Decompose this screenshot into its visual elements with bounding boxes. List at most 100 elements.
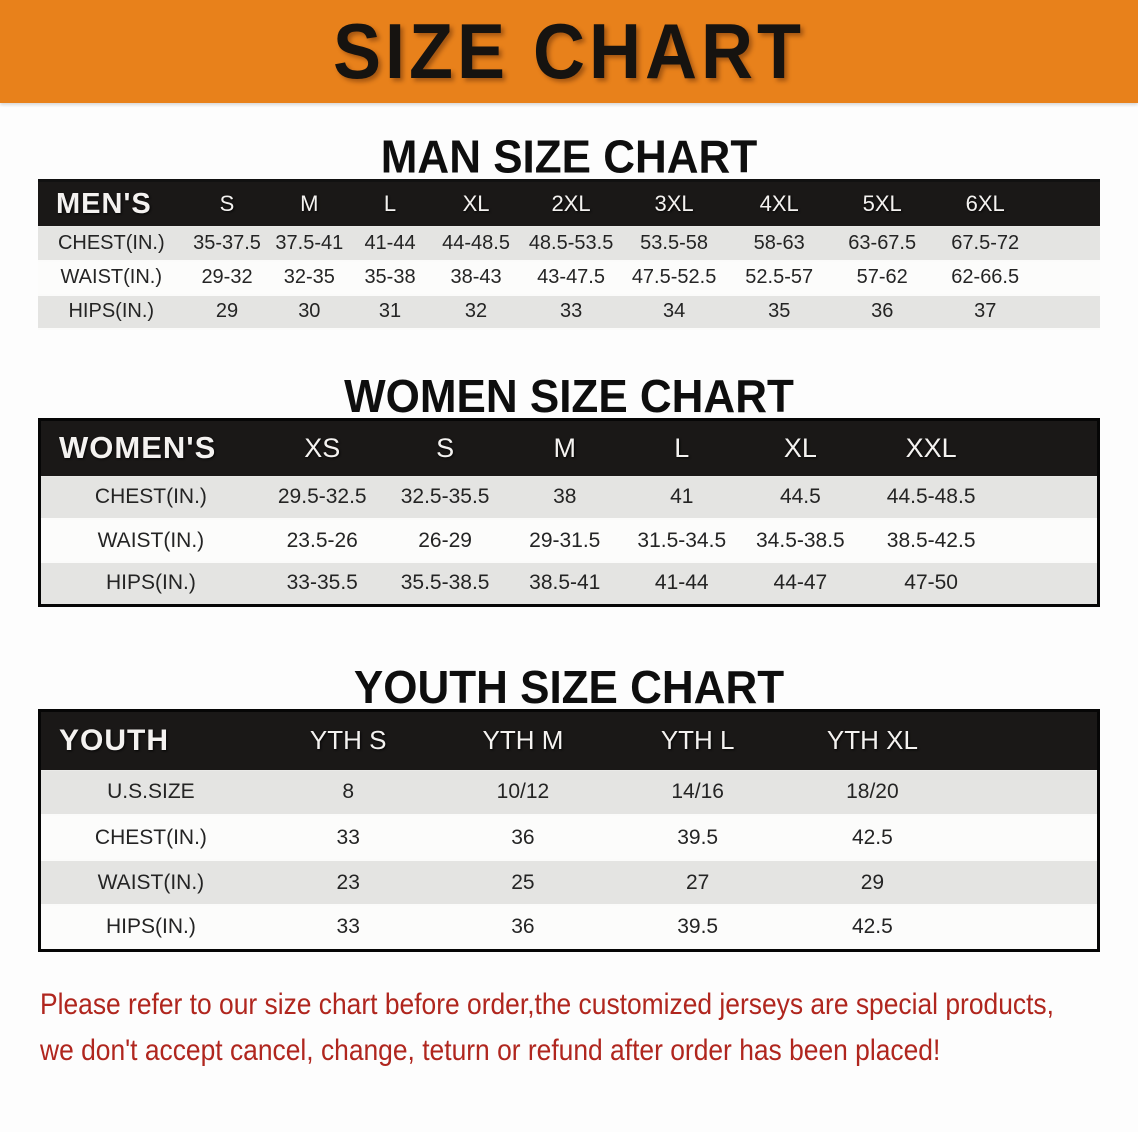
value-cell: 33-35.5 bbox=[260, 561, 384, 606]
row-label-cell: CHEST(IN.) bbox=[38, 226, 185, 262]
value-cell: 37.5-41 bbox=[269, 226, 350, 262]
value-cell: 34.5-38.5 bbox=[740, 518, 861, 563]
disclaimer-note: Please refer to our size chart before or… bbox=[40, 982, 1138, 1075]
size-column-header: 6XL bbox=[933, 180, 1038, 227]
youth-section-heading: YOUTH SIZE CHART bbox=[353, 661, 785, 714]
value-cell: 53.5-58 bbox=[620, 226, 728, 262]
size-column-header: M bbox=[506, 419, 623, 476]
spacer-cell bbox=[959, 769, 1099, 816]
value-cell: 41 bbox=[623, 475, 741, 520]
spacer-cell bbox=[959, 859, 1099, 906]
value-cell: 44.5 bbox=[740, 475, 861, 520]
spacer-cell bbox=[959, 710, 1099, 770]
value-cell: 44-48.5 bbox=[430, 226, 522, 262]
table-row: HIPS(IN.) 29 30 31 32 33 34 35 36 37 bbox=[38, 294, 1100, 330]
spacer-cell bbox=[959, 904, 1099, 951]
value-cell: 36 bbox=[831, 294, 934, 330]
disclaimer-line-1: Please refer to our size chart before or… bbox=[40, 987, 1054, 1021]
size-column-header: XL bbox=[430, 180, 522, 227]
size-column-header: 3XL bbox=[620, 180, 728, 227]
size-column-header: S bbox=[383, 419, 507, 476]
value-cell: 30 bbox=[269, 294, 350, 330]
value-cell: 33 bbox=[521, 294, 621, 330]
size-column-header: YTH M bbox=[435, 710, 611, 770]
value-cell: 31.5-34.5 bbox=[623, 518, 741, 563]
table-row: HIPS(IN.) 33-35.5 35.5-38.5 38.5-41 41-44 44-… bbox=[39, 561, 1099, 606]
table-row: HIPS(IN.) 33 36 39.5 42.5 bbox=[39, 904, 1099, 951]
value-cell: 42.5 bbox=[785, 814, 960, 861]
row-label-cell: HIPS(IN.) bbox=[39, 561, 261, 606]
size-column-header: 5XL bbox=[831, 180, 934, 227]
value-cell: 41-44 bbox=[623, 561, 741, 606]
size-column-header: XXL bbox=[860, 419, 1003, 476]
size-column-header: L bbox=[623, 419, 741, 476]
value-cell: 44.5-48.5 bbox=[860, 475, 1003, 520]
page-title: SIZE CHART bbox=[333, 8, 805, 95]
size-column-header: YTH S bbox=[260, 710, 436, 770]
value-cell: 34 bbox=[620, 294, 728, 330]
value-cell: 23 bbox=[260, 859, 436, 906]
value-cell: 39.5 bbox=[610, 814, 786, 861]
spacer-cell bbox=[1002, 561, 1099, 606]
size-column-header: XS bbox=[260, 419, 384, 476]
value-cell: 35 bbox=[727, 294, 832, 330]
table-title-cell: WOMEN'S bbox=[39, 419, 261, 476]
size-column-header: L bbox=[349, 180, 431, 227]
value-cell: 29-32 bbox=[184, 260, 270, 296]
value-cell: 38 bbox=[506, 475, 623, 520]
table-header-row: WOMEN'S XS S M L XL XXL bbox=[39, 419, 1099, 476]
value-cell: 37 bbox=[933, 294, 1038, 330]
size-column-header: M bbox=[269, 180, 350, 227]
value-cell: 42.5 bbox=[785, 904, 960, 951]
disclaimer-line-2: we don't accept cancel, change, teturn o… bbox=[40, 1034, 941, 1067]
spacer-cell bbox=[1037, 180, 1100, 227]
spacer-cell bbox=[1037, 294, 1100, 330]
row-label-cell: WAIST(IN.) bbox=[38, 260, 185, 296]
value-cell: 27 bbox=[610, 859, 786, 906]
table-row: U.S.SIZE 8 10/12 14/16 18/20 bbox=[39, 769, 1099, 816]
row-label-cell: WAIST(IN.) bbox=[39, 859, 261, 906]
row-label-cell: CHEST(IN.) bbox=[39, 814, 261, 861]
men-section-heading: MAN SIZE CHART bbox=[380, 131, 758, 183]
value-cell: 35-37.5 bbox=[184, 226, 270, 262]
value-cell: 67.5-72 bbox=[933, 226, 1038, 262]
value-cell: 38-43 bbox=[430, 260, 522, 296]
row-label-cell: WAIST(IN.) bbox=[39, 518, 261, 563]
row-label-cell: U.S.SIZE bbox=[39, 769, 261, 816]
spacer-cell bbox=[1037, 260, 1100, 296]
spacer-cell bbox=[959, 814, 1099, 861]
spacer-cell bbox=[1002, 475, 1099, 520]
row-label-cell: HIPS(IN.) bbox=[39, 904, 261, 951]
value-cell: 57-62 bbox=[831, 260, 934, 296]
spacer-cell bbox=[1002, 518, 1099, 563]
table-row: WAIST(IN.) 29-32 32-35 35-38 38-43 43-47.5 47.… bbox=[38, 260, 1100, 296]
table-row: CHEST(IN.) 29.5-32.5 32.5-35.5 38 41 44.5 44.5… bbox=[39, 475, 1099, 520]
value-cell: 29.5-32.5 bbox=[260, 475, 384, 520]
value-cell: 8 bbox=[260, 769, 436, 816]
value-cell: 25 bbox=[435, 859, 611, 906]
value-cell: 35-38 bbox=[349, 260, 431, 296]
value-cell: 31 bbox=[349, 294, 431, 330]
size-column-header: S bbox=[184, 180, 270, 227]
value-cell: 36 bbox=[435, 814, 611, 861]
row-label-cell: HIPS(IN.) bbox=[38, 294, 185, 330]
size-column-header: YTH L bbox=[610, 710, 786, 770]
table-title-cell: YOUTH bbox=[39, 710, 261, 770]
value-cell: 26-29 bbox=[383, 518, 507, 563]
value-cell: 23.5-26 bbox=[260, 518, 384, 563]
value-cell: 39.5 bbox=[610, 904, 786, 951]
value-cell: 62-66.5 bbox=[933, 260, 1038, 296]
table-row: CHEST(IN.) 33 36 39.5 42.5 bbox=[39, 814, 1099, 861]
table-row: CHEST(IN.) 35-37.5 37.5-41 41-44 44-48.5 48.5… bbox=[38, 226, 1100, 262]
value-cell: 44-47 bbox=[740, 561, 861, 606]
value-cell: 35.5-38.5 bbox=[383, 561, 507, 606]
men-size-table: MEN'S S M L XL 2XL 3XL 4XL 5XL 6XL CHEST(IN.) 35-37… bbox=[38, 179, 1100, 330]
value-cell: 32.5-35.5 bbox=[383, 475, 507, 520]
table-row: WAIST(IN.) 23.5-26 26-29 29-31.5 31.5-34.5 34… bbox=[39, 518, 1099, 563]
value-cell: 32-35 bbox=[269, 260, 350, 296]
value-cell: 14/16 bbox=[610, 769, 786, 816]
value-cell: 32 bbox=[430, 294, 522, 330]
value-cell: 58-63 bbox=[727, 226, 832, 262]
table-header-row: MEN'S S M L XL 2XL 3XL 4XL 5XL 6XL bbox=[38, 180, 1100, 227]
